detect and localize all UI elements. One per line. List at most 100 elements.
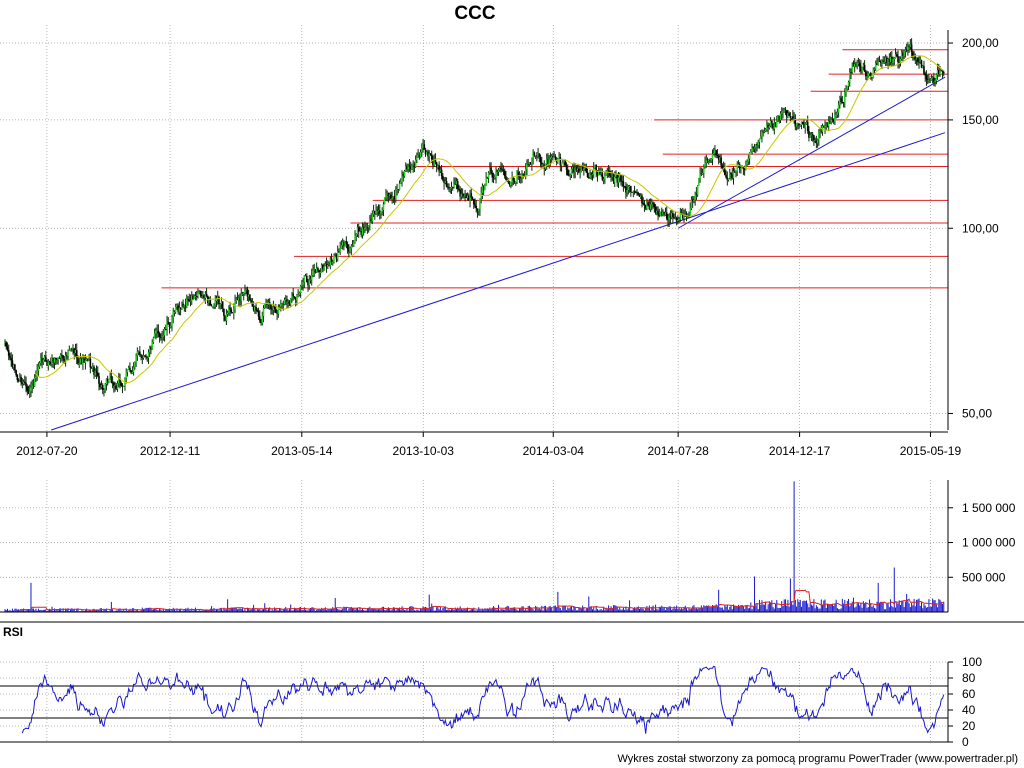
candle-body: [242, 293, 245, 294]
candle-body: [779, 113, 782, 121]
candle-body: [892, 58, 894, 63]
candle-body: [809, 135, 811, 138]
candle-body: [466, 195, 469, 198]
candle-body: [840, 97, 842, 102]
candle-body: [261, 316, 264, 324]
candle-body: [670, 213, 673, 218]
candle-body: [511, 177, 513, 182]
candle-body: [800, 121, 803, 126]
candle-body: [20, 376, 22, 383]
candle-body: [388, 194, 391, 196]
candle-body: [108, 379, 110, 382]
candle-body: [385, 195, 387, 198]
candle-body: [100, 385, 103, 388]
candle-body: [336, 251, 339, 260]
candle-body: [774, 122, 777, 127]
candle-body: [113, 382, 115, 387]
candle-body: [861, 66, 863, 72]
candle-body: [553, 156, 555, 158]
price-tick-label-1: 150,00: [962, 113, 999, 127]
candle-body: [696, 185, 699, 195]
candle-body: [484, 185, 486, 191]
volume-grid: [0, 480, 948, 612]
candle-body: [406, 165, 408, 170]
candle-body: [283, 299, 286, 305]
candle-body: [328, 264, 330, 266]
candle-body: [320, 265, 323, 273]
candle-body: [429, 153, 432, 155]
candle-body: [705, 159, 708, 163]
rsi-panel: RSI 100 80 60 40 20 0: [0, 621, 1024, 749]
candle-body: [85, 358, 88, 361]
candle-body: [331, 261, 334, 263]
candle-body: [284, 299, 287, 301]
candle-body: [690, 199, 693, 209]
candle-body: [247, 294, 250, 297]
candle-body: [442, 175, 444, 180]
candle-body: [179, 307, 182, 310]
candle-body: [893, 58, 896, 59]
candle-body: [173, 311, 176, 313]
candle-body: [818, 132, 820, 140]
candle-body: [416, 157, 418, 160]
candle-body: [198, 291, 200, 293]
candle-body: [540, 162, 543, 165]
candle-body: [641, 195, 643, 204]
candle-body: [688, 215, 690, 216]
candle-body: [905, 49, 908, 51]
candle-body: [908, 46, 910, 48]
candle-body: [52, 357, 55, 363]
candle-body: [780, 112, 783, 114]
candle-body: [867, 73, 870, 77]
date-tick-label-3: 2013-10-03: [393, 444, 455, 458]
rsi-line: [21, 665, 945, 734]
candle-body: [653, 204, 656, 207]
candle-body: [806, 121, 809, 132]
candle-body: [449, 188, 452, 190]
candle-body: [938, 70, 940, 75]
candle-body: [863, 64, 866, 72]
candle-body: [596, 171, 599, 176]
candle-body: [907, 46, 909, 51]
candle-body: [793, 118, 795, 120]
candle-body: [573, 167, 575, 173]
candle-body: [381, 209, 384, 212]
candle-body: [51, 357, 53, 365]
candle-body: [662, 211, 664, 216]
candle-body: [887, 58, 889, 63]
candle-body: [724, 169, 726, 175]
candle-body: [857, 62, 860, 64]
candle-body: [826, 125, 829, 127]
candle-body: [70, 348, 73, 350]
candle-body: [803, 123, 805, 128]
candle-body: [787, 113, 789, 117]
candle-body: [630, 186, 632, 192]
candle-body: [152, 337, 155, 343]
candle-body: [367, 225, 370, 228]
candle-body: [615, 174, 617, 177]
candle-body: [704, 162, 706, 167]
candle-body: [94, 370, 97, 375]
volume-tick-label-1: 1 000 000: [962, 536, 1016, 550]
candle-body: [5, 342, 8, 347]
candle-body: [754, 143, 757, 148]
candle-body: [182, 303, 184, 307]
candle-body: [90, 367, 93, 369]
candle-body: [12, 364, 15, 368]
candle-body: [564, 160, 567, 166]
candle-body: [40, 358, 42, 363]
candle-body: [903, 51, 905, 56]
candle-body: [297, 294, 299, 296]
candle-body: [277, 307, 280, 314]
candle-body: [613, 176, 616, 182]
candle-body: [437, 165, 439, 168]
candle-body: [156, 330, 158, 332]
candle-body: [262, 307, 265, 317]
candle-body: [835, 114, 837, 116]
candle-body: [430, 154, 433, 160]
candle-body: [925, 75, 928, 80]
candle-body: [617, 177, 620, 183]
candle-body: [252, 306, 255, 311]
candle-body: [21, 382, 24, 384]
candle-body: [200, 295, 203, 296]
